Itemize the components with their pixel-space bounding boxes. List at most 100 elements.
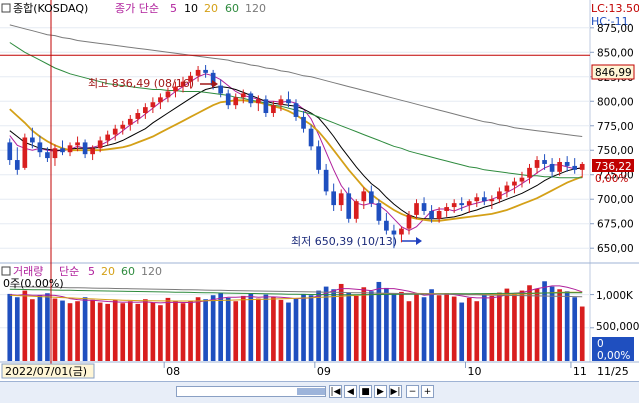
- candle-body: [353, 201, 359, 219]
- low-arrow-icon: [402, 237, 422, 245]
- candle-body: [429, 210, 434, 219]
- last-price-label: 736,22: [595, 161, 632, 173]
- ma-period-60: 60: [225, 2, 239, 15]
- volume-bar: [444, 293, 449, 361]
- candle-body: [256, 99, 261, 104]
- x-axis-ticks: 08 09 10 11 11/25: [163, 362, 629, 378]
- candle-body: [444, 207, 449, 211]
- candle-body: [180, 81, 186, 87]
- nav-prev-button[interactable]: ◀: [344, 385, 357, 398]
- volume-bar: [90, 299, 95, 361]
- candle-body: [22, 137, 28, 168]
- candle-body: [557, 162, 562, 172]
- volume-bar: [188, 300, 193, 361]
- volume-bar: [37, 295, 43, 361]
- nav-stop-button[interactable]: ■: [359, 385, 372, 398]
- volume-bar: [240, 295, 246, 361]
- candle-body: [451, 203, 457, 208]
- volume-bar: [7, 293, 13, 361]
- ma-period-10: 10: [184, 2, 198, 15]
- volume-bar: [127, 301, 133, 361]
- zoom-in-button[interactable]: +: [421, 385, 434, 398]
- volume-checkbox-icon[interactable]: [1, 266, 11, 276]
- nav-next-button[interactable]: ▶: [374, 385, 387, 398]
- candle-body: [225, 93, 231, 106]
- candle-body: [7, 142, 13, 161]
- candle-body: [248, 93, 254, 104]
- volume-bar: [30, 299, 35, 361]
- candle-body: [368, 191, 374, 204]
- volume-bar: [346, 292, 352, 361]
- volume-bar: [308, 295, 314, 361]
- volume-bar: [512, 294, 517, 361]
- candle-body: [203, 69, 208, 73]
- candle-body: [542, 160, 547, 164]
- volume-bar: [203, 299, 208, 361]
- volume-bar: [549, 286, 555, 361]
- candle-body: [150, 102, 156, 108]
- candle-body: [323, 169, 329, 192]
- candle-body: [316, 146, 321, 170]
- volume-bar: [210, 295, 216, 361]
- high-arrow-icon: [200, 80, 218, 88]
- volume-bar: [218, 293, 224, 361]
- volume-ma-20-line: [9, 291, 583, 302]
- scroll-thumb[interactable]: [297, 388, 325, 395]
- candle-body: [165, 91, 171, 98]
- candle-body: [414, 203, 419, 215]
- hc-label: HC:-11.: [591, 15, 632, 28]
- candle-body: [459, 203, 465, 206]
- volume-bar: [233, 301, 239, 361]
- y-axis-area: [590, 0, 639, 381]
- candle-body: [391, 230, 397, 235]
- volume-bar: [225, 297, 231, 361]
- candle-body: [30, 137, 35, 143]
- x-tick-label: 08: [166, 365, 180, 378]
- candle-body: [120, 124, 126, 129]
- volume-bar: [256, 298, 261, 361]
- volume-bar: [353, 295, 359, 361]
- volume-bar: [286, 302, 291, 361]
- vol-ma-period-5: 5: [88, 265, 95, 278]
- candle-body: [489, 199, 495, 202]
- candle-body: [127, 118, 133, 125]
- candle-body: [271, 105, 276, 114]
- candle-body: [534, 160, 540, 168]
- candle-body: [338, 193, 344, 206]
- legend-checkbox-icon[interactable]: [1, 3, 11, 13]
- volume-legend: 거래량 단순 5 20 60 120 0주(0.00%): [1, 265, 162, 290]
- candle-body: [52, 148, 58, 159]
- candle-body: [218, 85, 224, 94]
- volume-bar: [391, 294, 397, 361]
- candle-body: [112, 128, 118, 135]
- candle-body: [564, 162, 570, 166]
- vol-ma-period-20: 20: [101, 265, 115, 278]
- chart-canvas[interactable]: 종합(KOSDAQ) 종가 단순 5 10 20 60 120 LC:13.50…: [0, 0, 639, 381]
- ma-period-5: 5: [170, 2, 177, 15]
- candle-body: [399, 228, 404, 235]
- volume-bar: [14, 297, 20, 361]
- crosshair-date-label: 2022/07/01(금): [5, 365, 87, 378]
- volume-bar: [527, 285, 532, 361]
- time-scrollbar[interactable]: [176, 386, 326, 397]
- candle-body: [301, 116, 306, 129]
- candle-body: [14, 160, 20, 170]
- volume-bar: [368, 291, 374, 361]
- candle-body: [135, 113, 141, 119]
- volume-bar: [429, 289, 434, 361]
- volume-bar: [105, 303, 111, 361]
- candle-body: [436, 210, 442, 219]
- price-ma-120-line: [9, 24, 583, 137]
- volume-bar: [489, 295, 495, 361]
- candle-body: [497, 191, 502, 200]
- candle-body: [466, 201, 472, 206]
- nav-first-button[interactable]: |◀: [329, 385, 342, 398]
- volume-ma-60-line: [9, 288, 583, 296]
- volume-bar: [323, 286, 329, 361]
- volume-bar: [421, 297, 427, 361]
- candle-body: [210, 72, 216, 86]
- zoom-out-button[interactable]: −: [406, 385, 419, 398]
- volume-bar: [165, 297, 171, 361]
- nav-last-button[interactable]: ▶|: [389, 385, 402, 398]
